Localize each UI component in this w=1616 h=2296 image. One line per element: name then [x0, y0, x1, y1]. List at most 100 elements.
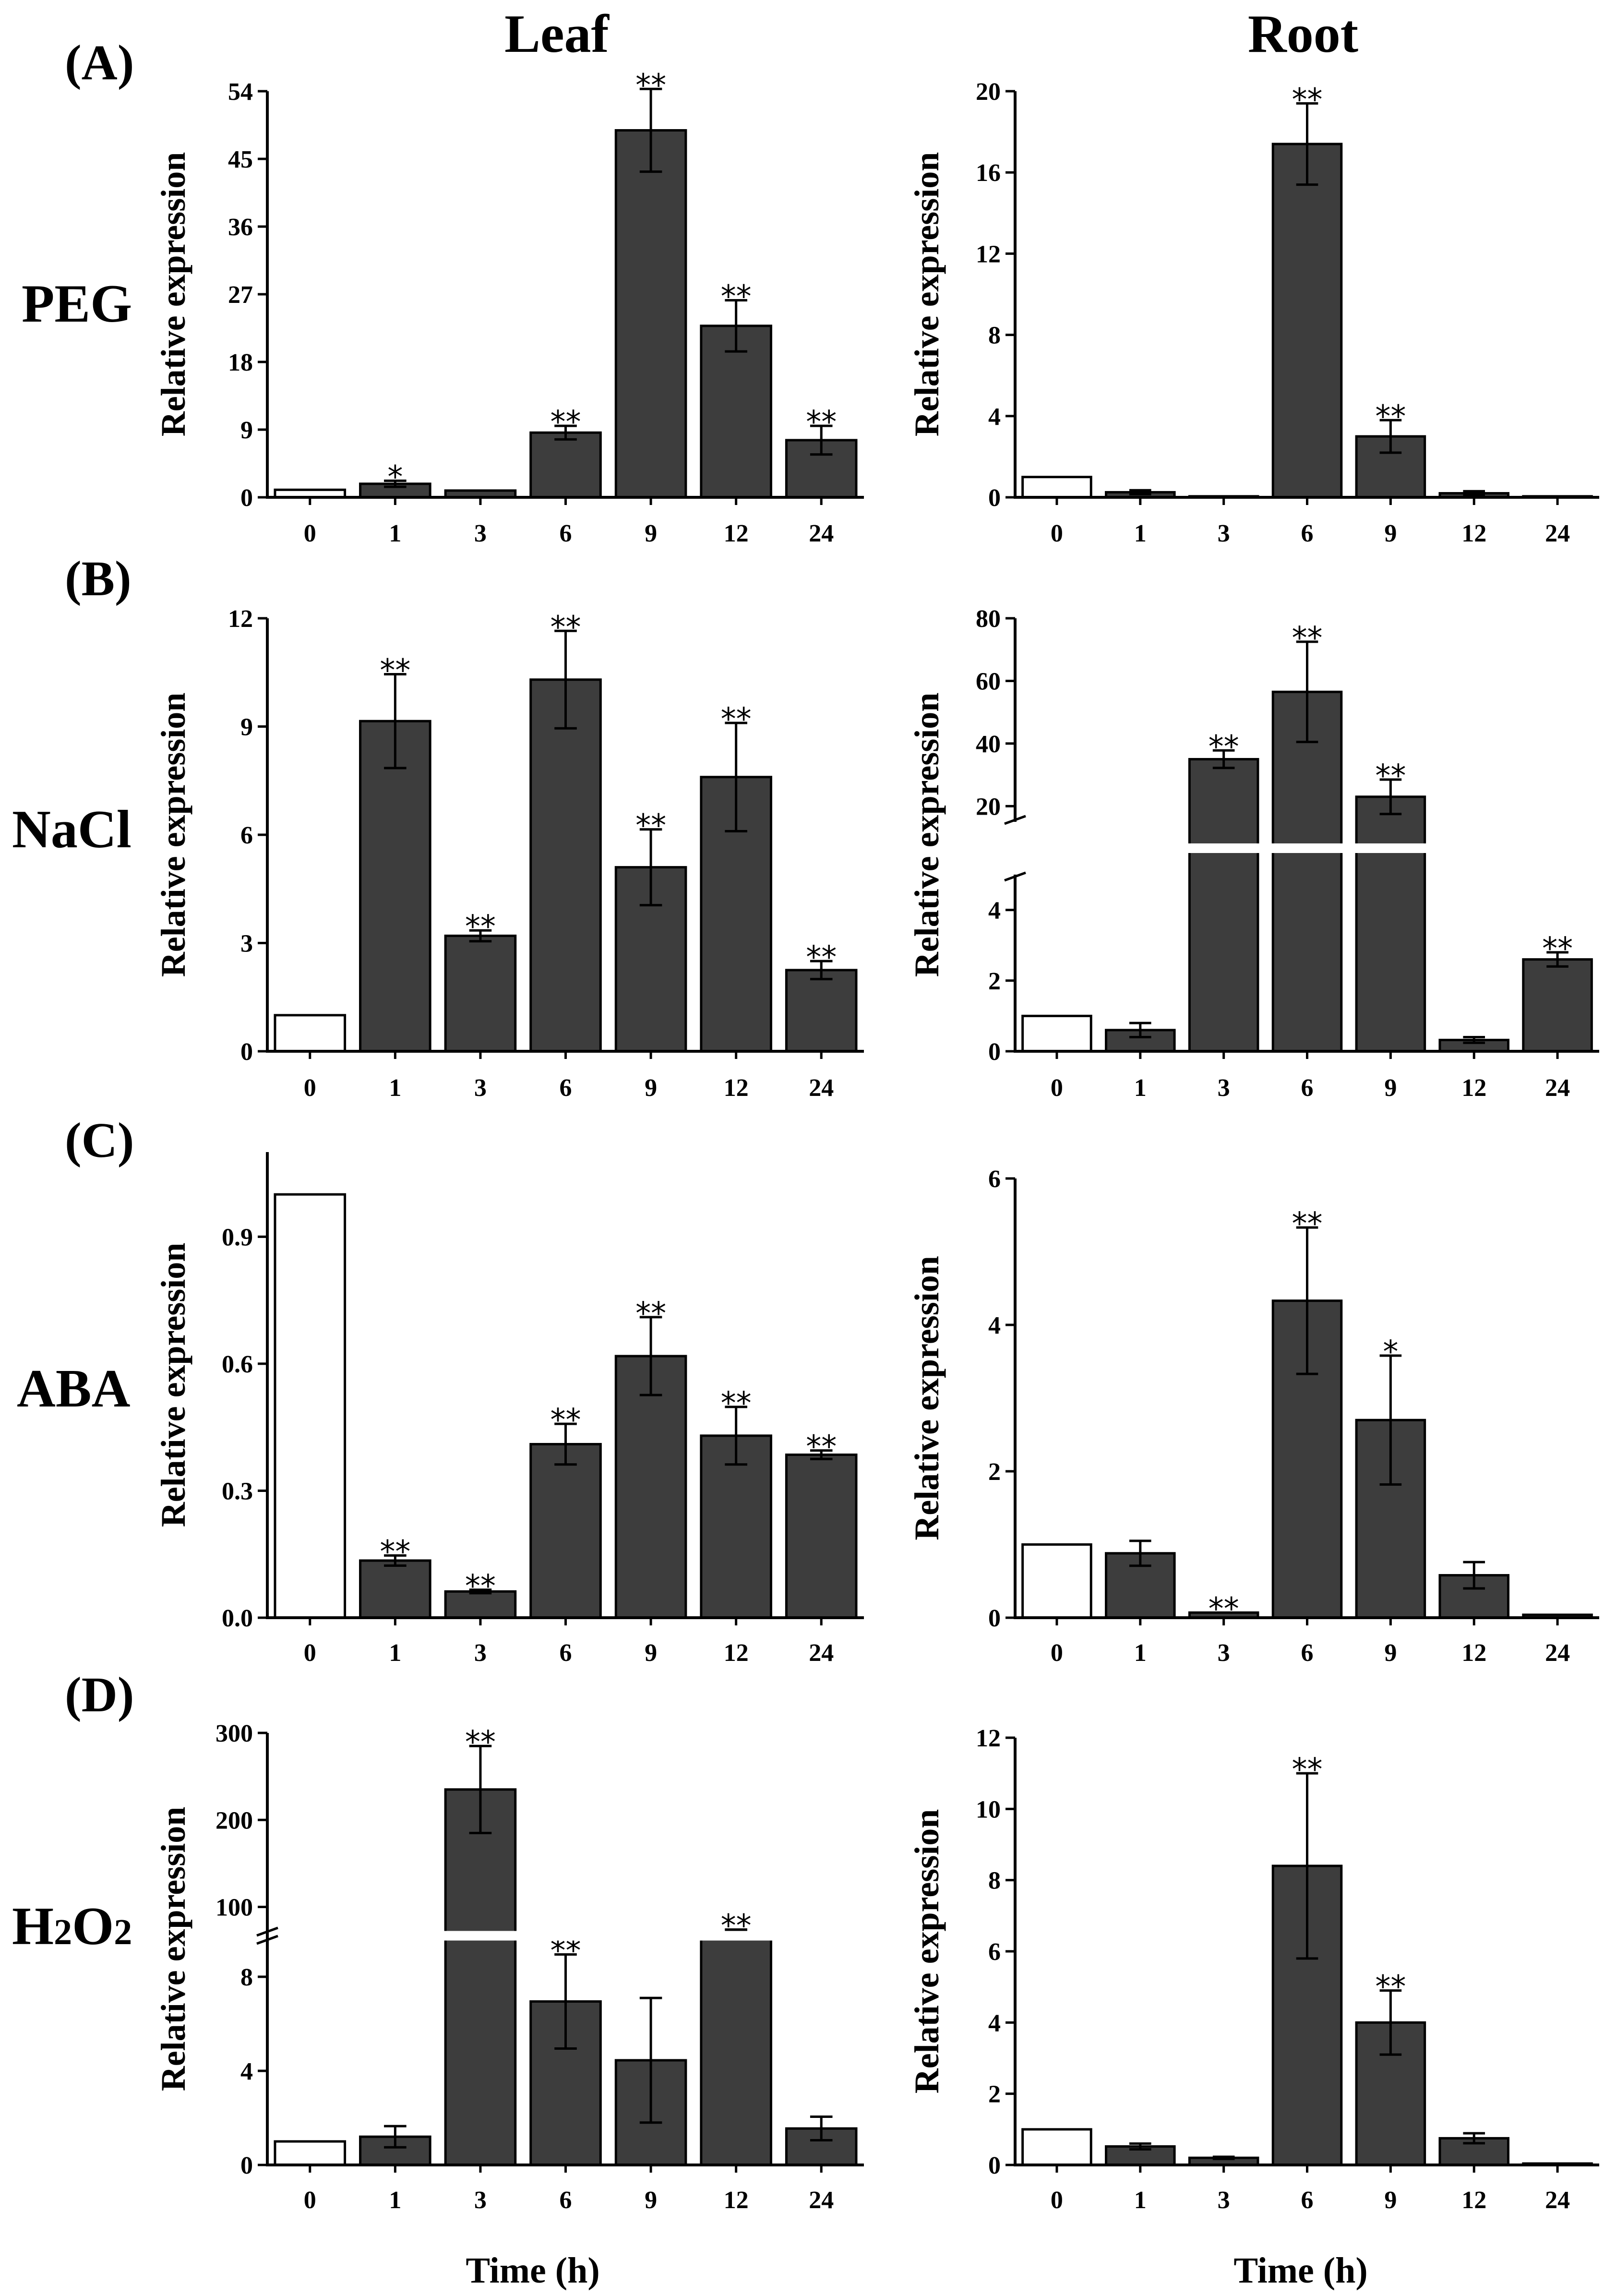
- y-tick-label: 2: [988, 2081, 1001, 2108]
- x-tick-label: 1: [389, 520, 401, 547]
- significance-mark: **: [635, 808, 666, 844]
- x-tick-label: 1: [1134, 2187, 1147, 2214]
- bar: [359, 720, 431, 1053]
- x-tick-label: 0: [1051, 520, 1063, 547]
- bar: [1021, 476, 1092, 499]
- axis-break-band: [270, 1931, 864, 1941]
- y-tick-label: 0: [988, 1038, 1001, 1066]
- significance-mark: **: [635, 68, 666, 103]
- bar: [614, 129, 687, 499]
- y-tick-label: 4: [988, 2009, 1001, 2037]
- significance-mark: **: [551, 405, 581, 440]
- panel-letter-b: (B): [65, 551, 132, 606]
- x-tick-label: 1: [1134, 520, 1147, 547]
- bar: [529, 678, 602, 1053]
- bar: [700, 1936, 772, 2166]
- y-axis-title: Relative expression: [908, 693, 946, 977]
- x-tick-label: 1: [389, 1639, 401, 1667]
- y-axis-title: Relative expression: [908, 152, 946, 437]
- x-tick-label: 6: [1301, 1074, 1314, 1102]
- x-tick-label: 0: [304, 1639, 316, 1667]
- x-tick-label: 0: [1051, 1639, 1063, 1667]
- x-tick-label: 1: [389, 2187, 401, 2214]
- y-tick-label: 0: [240, 1038, 253, 1066]
- significance-mark: **: [1292, 1752, 1323, 1788]
- y-tick-label: 8: [988, 1867, 1001, 1895]
- chart-B-leaf: 0 ** 1 ** 3 ** 6 ** 9 ** 12 ** 24 0 3 6 9 12 Relative expr…: [154, 605, 864, 1102]
- y-tick-label: 0: [988, 484, 1001, 512]
- y-tick-label: 54: [228, 78, 253, 106]
- y-tick-label: 4: [988, 897, 1001, 925]
- significance-mark: **: [1292, 1206, 1323, 1242]
- x-tick-label: 9: [645, 1639, 657, 1667]
- y-tick-label: 40: [976, 731, 1001, 758]
- y-tick-label: 2: [988, 968, 1001, 995]
- y-tick-label: 6: [988, 1938, 1001, 1966]
- x-tick-label: 3: [1218, 2187, 1230, 2214]
- panel-letter-d: (D): [65, 1667, 134, 1722]
- significance-mark: **: [551, 1403, 581, 1438]
- bar: [274, 1193, 347, 1619]
- significance-mark: **: [1375, 758, 1406, 794]
- x-tick-label: 9: [645, 2187, 657, 2214]
- significance-mark: **: [1209, 729, 1239, 765]
- h2o2-sub-2: 2: [114, 1912, 132, 1952]
- y-tick-label: 0.9: [222, 1224, 253, 1251]
- y-tick-label: 12: [976, 1725, 1001, 1752]
- y-tick-label: 4: [240, 2058, 253, 2085]
- x-tick-label: 24: [1545, 1074, 1570, 1102]
- x-tick-label: 9: [1384, 1074, 1397, 1102]
- chart-C-leaf: 0 ** 1 ** 3 ** 6 ** 9 ** 12 ** 24 0.0 0.3 0.6 0.9 Relativ…: [154, 1152, 864, 1667]
- significance-mark: **: [1375, 1970, 1406, 2005]
- x-tick-label: 12: [1461, 1639, 1486, 1667]
- y-tick-label: 18: [228, 349, 253, 376]
- x-tick-label: 3: [474, 2187, 487, 2214]
- significance-mark: **: [806, 1430, 837, 1465]
- x-tick-label: 12: [724, 2187, 749, 2214]
- bar: [1021, 1014, 1092, 1053]
- y-tick-label: 3: [240, 930, 253, 958]
- y-tick-label: 0: [988, 1605, 1001, 1632]
- x-tick-label: 3: [1218, 520, 1230, 547]
- row-label-aba: ABA: [17, 1359, 131, 1418]
- y-tick-label: 8: [988, 322, 1001, 349]
- x-tick-label: 0: [304, 520, 316, 547]
- y-axis-title: Relative expression: [154, 1807, 192, 2092]
- significance-mark: **: [721, 702, 752, 737]
- y-tick-label: 16: [976, 159, 1001, 187]
- x-tick-label: 9: [1384, 2187, 1397, 2214]
- x-tick-label: 3: [1218, 1074, 1230, 1102]
- y-tick-label: 27: [228, 281, 253, 309]
- panel-letter-a: (A): [65, 35, 134, 90]
- significance-mark: **: [1375, 399, 1406, 434]
- x-tick-label: 1: [1134, 1074, 1147, 1102]
- x-tick-label: 24: [1545, 1639, 1570, 1667]
- significance-mark: **: [380, 653, 410, 689]
- bar: [529, 1443, 602, 1619]
- significance-mark: **: [1542, 931, 1573, 967]
- h2o2-h: H: [12, 1897, 54, 1956]
- y-tick-label: 0: [240, 2152, 253, 2179]
- x-tick-label: 9: [645, 1074, 657, 1102]
- row-label-nacl: NaCl: [12, 800, 132, 859]
- significance-mark: **: [806, 940, 837, 975]
- y-tick-label: 6: [240, 822, 253, 849]
- x-tick-label: 24: [809, 520, 834, 547]
- chart-A-leaf: 0 * 1 3 ** 6 ** 9 ** 12 ** 24 0 9 18 27 36 45 54 Relative e…: [154, 68, 864, 547]
- x-tick-label: 12: [724, 520, 749, 547]
- bar: [785, 1454, 858, 1619]
- y-tick-label: 60: [976, 668, 1001, 695]
- x-tick-label: 6: [1301, 520, 1314, 547]
- x-tick-label: 3: [474, 520, 487, 547]
- chart-A-root: 0 1 3 ** 6 ** 9 12 24 0 4 8 12 16 20 Relative expressio…: [908, 78, 1599, 547]
- y-axis-title: Relative expression: [908, 1256, 946, 1540]
- significance-mark: *: [387, 460, 403, 495]
- x-axis-title-leaf: Time (h): [466, 2250, 599, 2291]
- bar: [444, 1788, 517, 2166]
- x-tick-label: 0: [304, 2187, 316, 2214]
